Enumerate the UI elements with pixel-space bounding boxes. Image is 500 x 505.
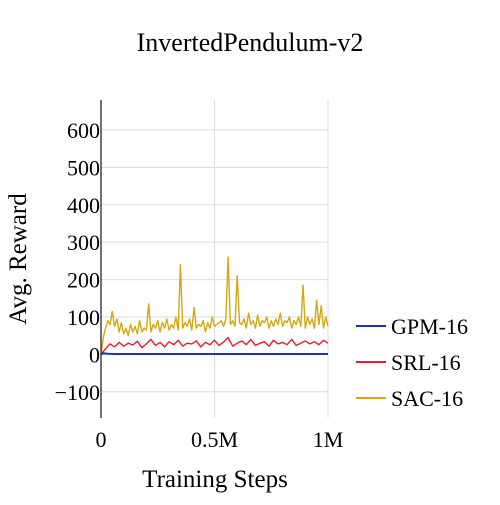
y-axis-label: Avg. Reward [5, 193, 32, 325]
x-tick-label: 0 [96, 427, 107, 452]
x-axis-label: Training Steps [142, 466, 288, 493]
legend: GPM-16 SRL-16 SAC-16 [356, 314, 468, 411]
y-tick-label: 600 [67, 118, 100, 143]
series-line-sac-16 [100, 256, 329, 355]
chart-title: InvertedPendulum-v2 [137, 28, 364, 57]
x-tick-label: 0.5M [191, 427, 238, 452]
series-line-srl-16 [100, 336, 329, 355]
y-tick-label: 300 [67, 230, 100, 255]
y-tick-label: 400 [67, 193, 100, 218]
y-axis-ticks: −100 0 100 200 300 400 500 600 [55, 118, 100, 405]
series-line-gpm-16 [100, 352, 328, 356]
x-axis-ticks: 0 0.5M 1M [96, 427, 344, 452]
y-tick-label: 200 [67, 268, 100, 293]
grid [101, 100, 329, 418]
y-tick-label: 100 [67, 305, 100, 330]
y-tick-label: 500 [67, 155, 100, 180]
x-tick-label: 1M [313, 427, 344, 452]
y-tick-label: −100 [55, 380, 100, 405]
legend-label-sac-16: SAC-16 [391, 386, 463, 411]
legend-label-gpm-16: GPM-16 [391, 314, 468, 339]
plot-area [100, 256, 329, 356]
y-tick-label: 0 [89, 342, 100, 367]
legend-label-srl-16: SRL-16 [391, 350, 461, 375]
